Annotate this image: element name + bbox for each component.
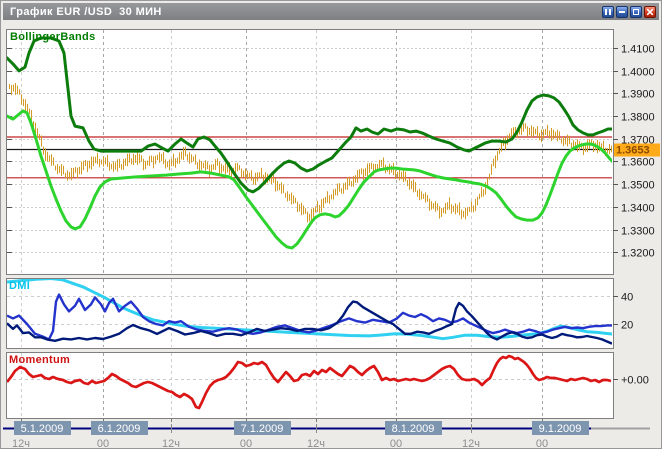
- date-label: 9.1.2009: [539, 423, 582, 435]
- bollinger-lower-band-line: [7, 109, 612, 250]
- current-price-tag-value: 1.3653: [616, 145, 650, 157]
- di_plus-line: [7, 293, 612, 341]
- time-label: 12ч: [307, 438, 325, 449]
- price-tick-label: 1.3300: [621, 226, 655, 238]
- maximize-icon: [633, 8, 639, 15]
- bollinger-upper-band-line: [7, 36, 612, 194]
- time-label: 00: [390, 438, 402, 449]
- price-tick-label: 1.3800: [621, 112, 655, 124]
- date-label: 6.1.2009: [98, 423, 141, 435]
- indicator-label-bollingerbands: BollingerBands: [10, 31, 96, 43]
- time-label: 00: [97, 438, 109, 449]
- window-buttons: [602, 5, 656, 18]
- time-label: 00: [536, 438, 548, 449]
- price-tick-label: 1.4000: [621, 67, 655, 79]
- maximize-button[interactable]: [630, 5, 642, 18]
- date-label: 8.1.2009: [392, 423, 435, 435]
- date-label-box: [532, 421, 589, 435]
- date-label-box: [385, 421, 442, 435]
- time-label: 12ч: [12, 438, 30, 449]
- price-tick-label: 1.3600: [621, 157, 655, 169]
- close-icon: [646, 8, 654, 15]
- time-label: 00: [240, 438, 252, 449]
- close-button[interactable]: [644, 5, 656, 18]
- current-price-tag: [614, 143, 660, 157]
- price-tick-label: 1.3400: [621, 203, 655, 215]
- momentum-panel[interactable]: [6, 352, 614, 419]
- minimize-button[interactable]: [616, 5, 628, 18]
- date-label: 7.1.2009: [241, 423, 284, 435]
- price-tick-label: 1.3900: [621, 89, 655, 101]
- main-chart-panel[interactable]: [6, 29, 614, 275]
- pause-button[interactable]: [602, 5, 614, 18]
- momentum-tick-label: +0.00: [621, 375, 649, 387]
- time-label: 12ч: [162, 438, 180, 449]
- date-label-box: [234, 421, 291, 435]
- date-label: 5.1.2009: [21, 423, 64, 435]
- dmi-tick-label: 40: [621, 292, 633, 304]
- price-tick-label: 1.4100: [621, 44, 655, 56]
- date-label-box: [14, 421, 71, 435]
- di_minus-line: [7, 300, 612, 345]
- dmi-tick-label: 20: [621, 320, 633, 332]
- titlebar[interactable]: График EUR /USD 30 МИН: [3, 3, 659, 20]
- momentum-line: [7, 354, 612, 410]
- time-label: 12ч: [462, 438, 480, 449]
- indicator-label-dmi: DMI: [9, 280, 31, 292]
- minimize-icon: [619, 10, 625, 13]
- price-tick-label: 1.3500: [621, 180, 655, 192]
- date-label-box: [91, 421, 148, 435]
- window-title: График EUR /USD 30 МИН: [10, 5, 162, 18]
- price-bars: [9, 83, 612, 223]
- indicator-label-momentum: Momentum: [9, 354, 71, 366]
- price-tick-label: 1.3200: [621, 248, 655, 260]
- pause-icon: [605, 8, 611, 15]
